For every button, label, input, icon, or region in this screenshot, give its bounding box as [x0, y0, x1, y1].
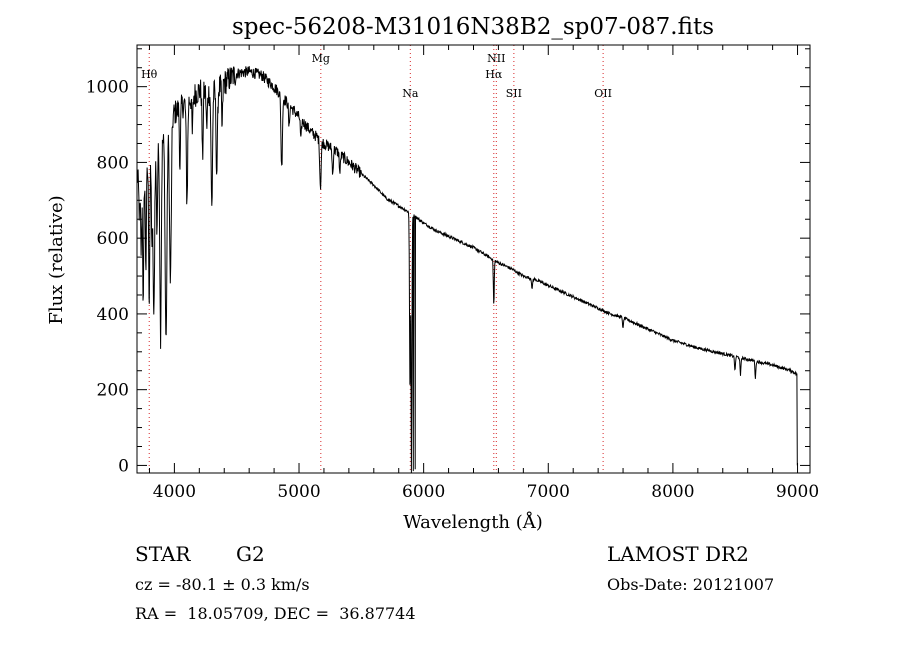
x-axis-label: Wavelength (Å) — [403, 511, 543, 533]
y-tick-label: 800 — [97, 153, 129, 173]
plot-frame — [136, 44, 811, 474]
line-label: Hα — [485, 68, 503, 81]
object-class: STAR — [135, 542, 191, 566]
spectrum-line — [136, 66, 798, 474]
y-tick-label: 400 — [97, 305, 129, 325]
x-tick-label: 5000 — [277, 482, 320, 502]
chart-title: spec-56208-M31016N38B2_sp07-087.fits — [232, 14, 714, 40]
y-tick-label: 1000 — [86, 78, 129, 98]
y-axis-label: Flux (relative) — [46, 195, 67, 324]
observation-date: Obs-Date: 20121007 — [607, 575, 775, 594]
axis-ticks — [137, 45, 810, 473]
x-tick-label: 6000 — [402, 482, 445, 502]
sky-coordinates: RA = 18.05709, DEC = 36.87744 — [135, 604, 416, 623]
survey-name: LAMOST DR2 — [607, 542, 749, 566]
x-tick-label: 9000 — [776, 482, 819, 502]
redshift-value: cz = -80.1 ± 0.3 km/s — [135, 575, 310, 594]
line-label: Mg — [312, 52, 330, 65]
axis-tick-labels: 4000 5000 6000 7000 8000 9000 0 200 400 600 800 100… — [86, 78, 819, 502]
x-tick-label: 7000 — [527, 482, 570, 502]
y-tick-label: 600 — [97, 229, 129, 249]
object-subclass: G2 — [236, 542, 265, 566]
x-tick-label: 8000 — [651, 482, 694, 502]
line-label: OII — [594, 87, 612, 100]
line-label: SII — [506, 87, 522, 100]
emission-line-markers — [148, 45, 604, 473]
line-label: Na — [402, 87, 419, 100]
line-label: Hθ — [141, 68, 158, 81]
x-tick-label: 4000 — [153, 482, 196, 502]
line-label: NII — [487, 52, 505, 65]
y-tick-label: 200 — [97, 381, 129, 401]
y-tick-label: 0 — [118, 456, 129, 476]
